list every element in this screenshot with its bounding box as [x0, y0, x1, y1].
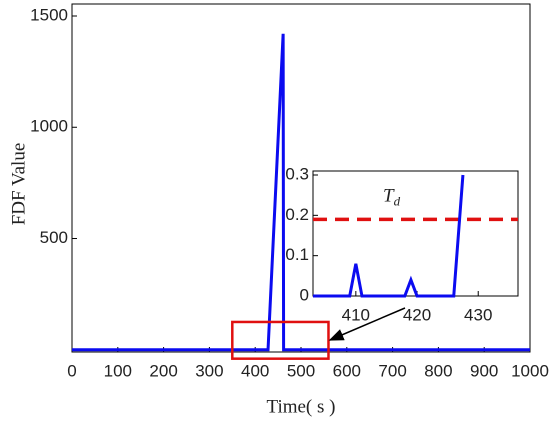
x-tick-label: 1000: [511, 361, 549, 380]
y-tick-label: 0.3: [285, 164, 309, 183]
y-axis-label: FDF Value: [8, 143, 29, 226]
x-tick-label: 430: [464, 305, 492, 324]
x-tick-label: 700: [378, 361, 406, 380]
x-tick-label: 0: [67, 361, 76, 380]
data-line: [72, 33, 530, 352]
y-tick-label: 0.2: [285, 205, 309, 224]
x-tick-label: 410: [342, 305, 370, 324]
y-tick-label: 1500: [30, 5, 68, 24]
y-tick-label: 0.1: [285, 245, 309, 264]
y-tick-label: 1000: [30, 117, 68, 136]
inset-background: [313, 171, 518, 296]
x-tick-label: 300: [195, 361, 223, 380]
y-tick-label: 0: [300, 285, 309, 304]
y-tick-label: 500: [40, 228, 68, 247]
x-tick-label: 420: [403, 305, 431, 324]
data-line: [313, 174, 465, 298]
x-tick-label: 600: [333, 361, 361, 380]
callout-arrow: [328, 307, 406, 341]
zoom-box: [231, 320, 330, 360]
x-tick-label: 100: [104, 361, 132, 380]
x-axis-label: Time( s ): [267, 396, 336, 417]
x-tick-label: 400: [241, 361, 269, 380]
threshold-label: Td: [383, 186, 401, 209]
x-tick-label: 900: [470, 361, 498, 380]
x-tick-label: 800: [424, 361, 452, 380]
x-tick-label: 500: [287, 361, 315, 380]
x-tick-label: 200: [149, 361, 177, 380]
